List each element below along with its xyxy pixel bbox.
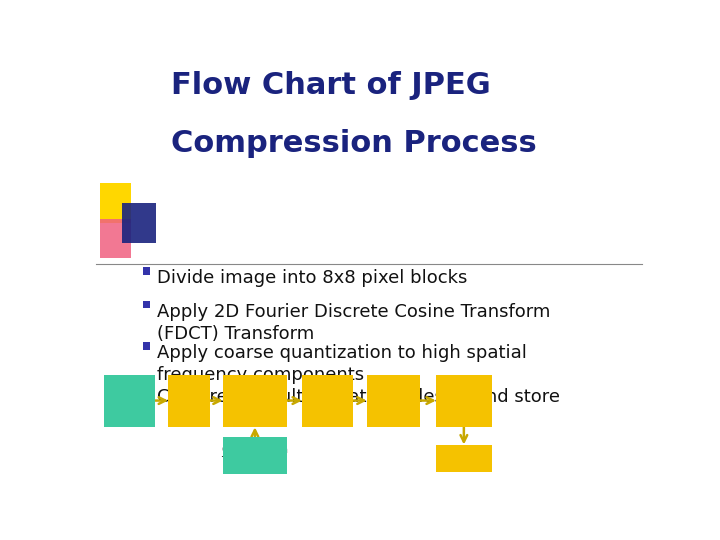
- Text: 8x8
pixel
blocks: 8x8 pixel blocks: [113, 384, 146, 417]
- FancyBboxPatch shape: [168, 375, 210, 427]
- Bar: [143, 267, 150, 275]
- Text: Compression Process: Compression Process: [171, 129, 536, 158]
- Text: Divide image into 8x8 pixel blocks: Divide image into 8x8 pixel blocks: [157, 269, 467, 287]
- Bar: [100, 219, 131, 258]
- Text: Frequency
Dependent
quantization: Frequency Dependent quantization: [222, 384, 287, 417]
- Text: Zig-zag
scan: Zig-zag scan: [308, 390, 347, 411]
- Text: Quantization
Table: Quantization Table: [221, 445, 289, 467]
- Text: Compress resulting data losslessly and store: Compress resulting data losslessly and s…: [157, 388, 560, 406]
- Bar: [143, 342, 150, 349]
- FancyBboxPatch shape: [222, 375, 287, 427]
- FancyBboxPatch shape: [222, 437, 287, 474]
- FancyBboxPatch shape: [104, 375, 156, 427]
- Text: Apply 2D Fourier Discrete Cosine Transform
(FDCT) Transform: Apply 2D Fourier Discrete Cosine Transfo…: [157, 302, 550, 343]
- Text: Apply coarse quantization to high spatial
frequency components: Apply coarse quantization to high spatia…: [157, 344, 527, 384]
- FancyBboxPatch shape: [302, 375, 354, 427]
- FancyBboxPatch shape: [436, 375, 492, 427]
- Bar: [100, 183, 131, 223]
- Bar: [122, 203, 156, 243]
- Text: FDCT: FDCT: [175, 396, 203, 406]
- Text: JPEG
syntax
generator: JPEG syntax generator: [438, 384, 490, 417]
- Text: Huffman
encoding: Huffman encoding: [369, 390, 418, 411]
- Bar: [143, 386, 150, 393]
- FancyBboxPatch shape: [366, 375, 420, 427]
- Text: Flow Chart of JPEG: Flow Chart of JPEG: [171, 71, 490, 100]
- Text: output: output: [446, 454, 481, 464]
- Bar: [143, 301, 150, 308]
- FancyBboxPatch shape: [436, 446, 492, 472]
